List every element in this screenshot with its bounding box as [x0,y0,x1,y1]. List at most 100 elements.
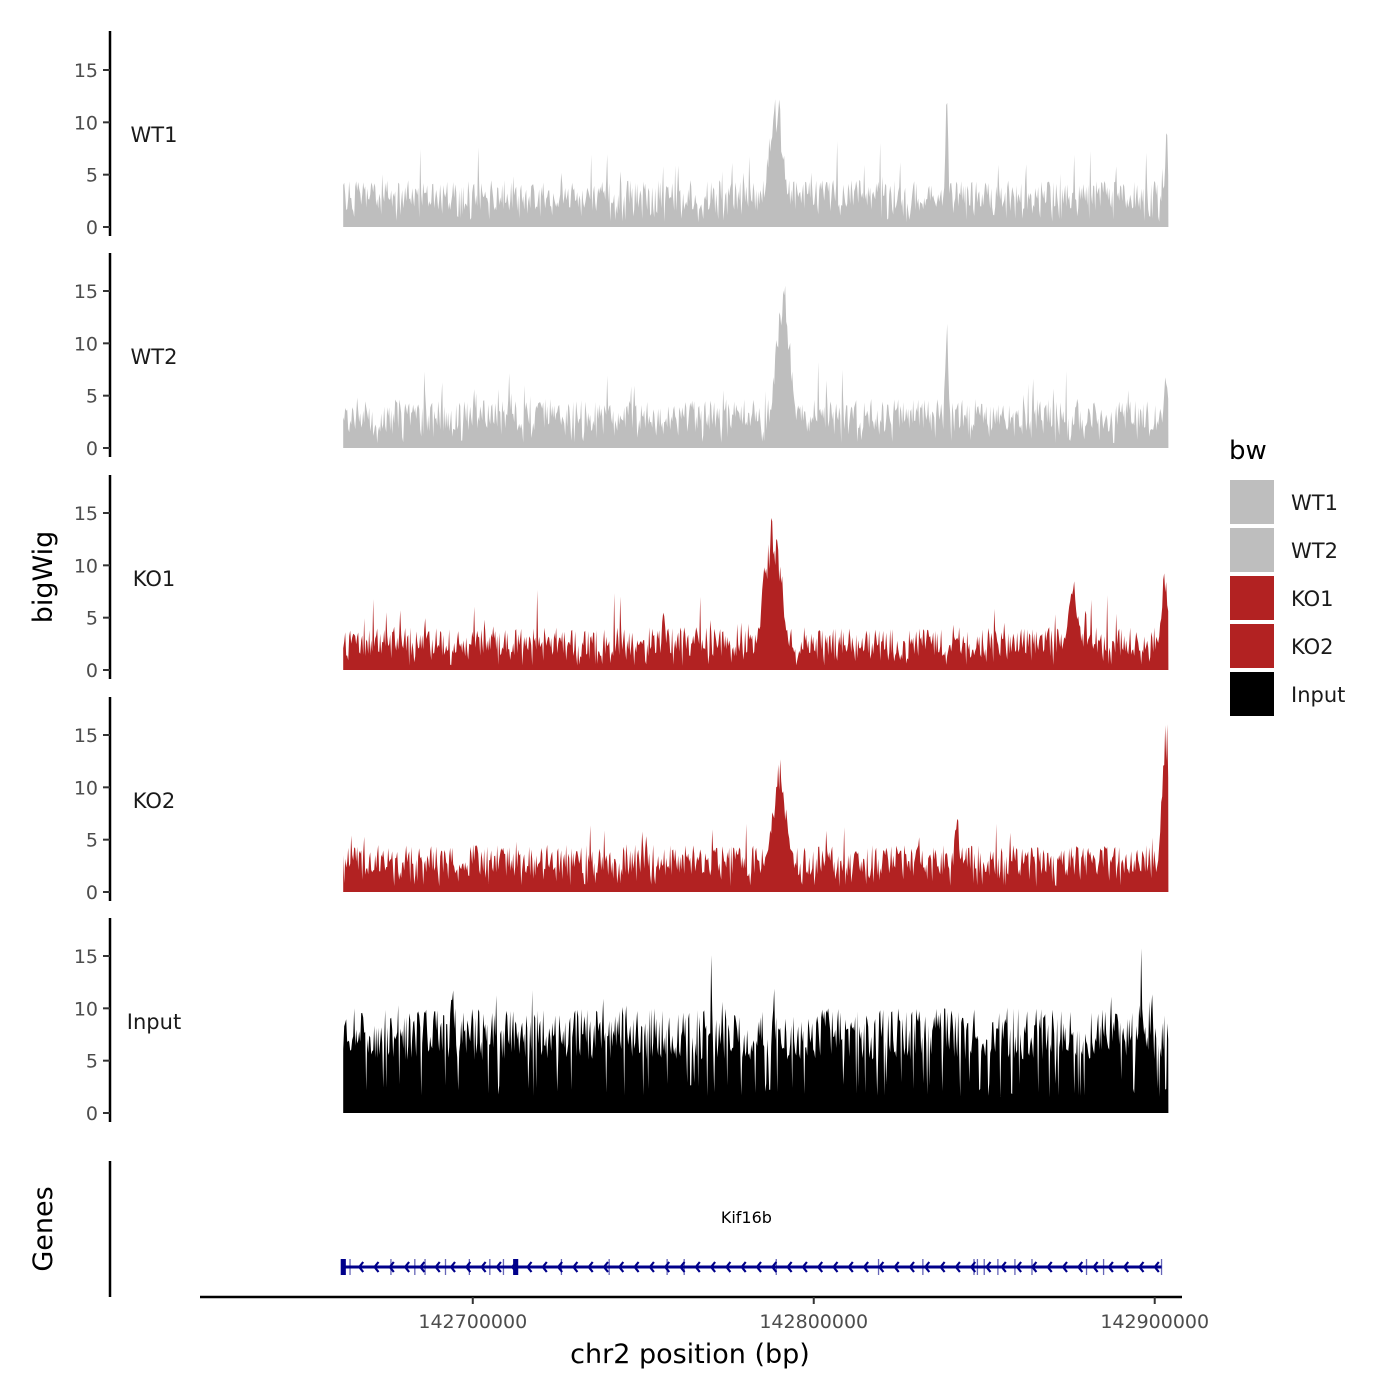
strand-arrow [786,1261,793,1273]
genes-track: Kif16b [108,1161,1163,1297]
strand-arrow [1138,1261,1145,1273]
strand-arrow [679,1261,686,1273]
y-tick-label: 0 [86,1103,98,1125]
exon [468,1259,471,1275]
strand-arrow [449,1261,456,1273]
legend-title: bw [1229,436,1267,466]
y-tick-label: 15 [74,60,98,82]
y-tick-label: 10 [74,555,98,577]
track-label-ko1: KO1 [133,567,176,591]
signal-area-ko1 [343,518,1169,670]
x-tick-label: 142700000 [418,1311,527,1333]
signal-area-ko2 [343,724,1169,892]
strand-arrow [1000,1261,1007,1273]
x-tick-label: 142900000 [1100,1311,1209,1333]
strand-arrow [877,1261,885,1273]
y-tick-label: 15 [74,725,98,747]
strand-arrow [663,1261,671,1273]
y-tick-label: 5 [86,165,98,187]
x-axis-title: chr2 position (bp) [570,1339,810,1370]
legend-label: Input [1291,683,1345,707]
exon [877,1259,880,1275]
legend-swatch [1230,528,1274,572]
y-tick-label: 10 [74,112,98,134]
y-tick-label: 10 [74,777,98,799]
legend-label: KO1 [1291,587,1334,611]
exon [976,1259,979,1275]
strand-arrow [755,1261,762,1273]
y-tick-label: 15 [74,946,98,968]
exon [997,1259,999,1275]
legend-label: WT2 [1291,539,1338,563]
x-axis: 142700000 142800000 142900000 [200,1295,1209,1333]
strand-arrow [434,1261,441,1273]
track-input: 0 5 10 15 Input [74,918,1169,1125]
track-label-wt1: WT1 [131,123,178,147]
strand-arrow [418,1261,426,1273]
y-tick-label: 0 [86,882,98,904]
strand-arrow [939,1261,946,1273]
strand-arrow [1046,1261,1053,1273]
exon [666,1259,668,1275]
strand-arrow [1015,1261,1022,1273]
strand-arrow [1061,1261,1068,1273]
strand-arrow [740,1261,747,1273]
y-tick-label: 15 [74,503,98,525]
strand-arrow [985,1261,992,1273]
signal-tracks: 0 5 10 15 WT1 0 5 10 15 WT2 0 5 10 15 KO1 0 5 10 15 KO2 0 5 10… [74,31,1169,1125]
track-wt2: 0 5 10 15 WT2 [74,253,1169,460]
exon [775,1259,777,1275]
track-label-wt2: WT2 [131,345,178,369]
exon [983,1259,985,1275]
exon [608,1259,610,1275]
strand-arrow [648,1261,655,1273]
y-tick-label: 0 [86,660,98,682]
y-axis-title-bigwig: bigWig [28,531,59,624]
exon [1014,1259,1016,1275]
strand-arrow [541,1261,548,1273]
strand-arrow [893,1261,900,1273]
exon [1085,1259,1088,1275]
track-ko2: 0 5 10 15 KO2 [74,697,1169,904]
strand-arrow [954,1261,961,1273]
y-tick-label: 10 [74,998,98,1020]
signal-area-wt1 [343,99,1169,227]
exon [1160,1259,1163,1275]
legend-swatch [1230,672,1274,716]
exon [922,1259,924,1275]
strand-arrow [770,1261,778,1273]
strand-arrow [373,1261,380,1273]
exon [683,1259,685,1275]
strand-arrow [526,1261,533,1273]
signal-area-input [343,948,1169,1113]
y-axis-title-genes: Genes [28,1186,59,1271]
y-tick-label: 5 [86,386,98,408]
track-wt1: 0 5 10 15 WT1 [74,31,1169,239]
strand-arrow [908,1261,915,1273]
legend-item-wt1: WT1 [1230,480,1338,524]
x-tick-label: 142800000 [759,1311,868,1333]
exon [489,1259,491,1275]
strand-arrow [923,1261,931,1273]
exon [340,1259,346,1275]
strand-arrow [801,1261,808,1273]
track-label-input: Input [127,1010,181,1034]
track-label-ko2: KO2 [133,789,176,813]
strand-arrow [495,1261,502,1273]
track-ko1: 0 5 10 15 KO1 [74,475,1169,682]
exon [390,1259,392,1275]
legend-item-wt2: WT2 [1230,528,1338,572]
exon [1102,1259,1105,1275]
legend-swatch [1230,624,1274,668]
strand-arrow [724,1261,732,1273]
legend: bw WT1 WT2 KO1 KO2 Input [1229,436,1345,716]
legend-item-input: Input [1230,672,1345,716]
exon [344,1259,346,1275]
strand-arrow [847,1261,854,1273]
strand-arrow [1076,1261,1084,1273]
legend-swatch [1230,576,1274,620]
legend-item-ko2: KO2 [1230,624,1334,668]
legend-label: KO2 [1291,635,1334,659]
exon [444,1259,447,1275]
